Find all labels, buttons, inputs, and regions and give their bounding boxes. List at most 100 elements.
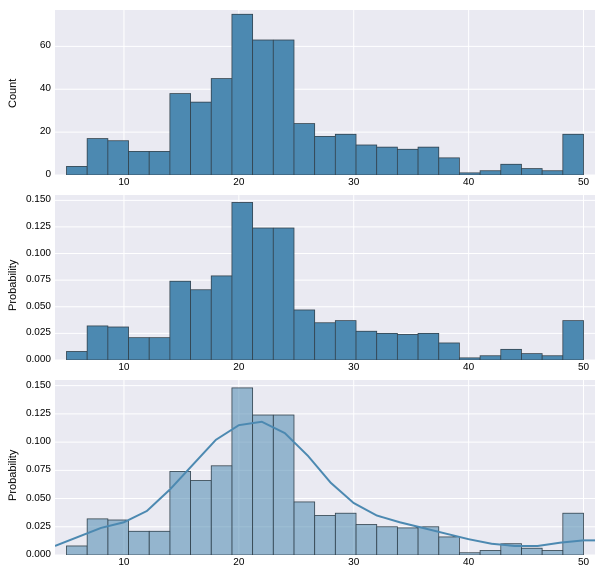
- bar: [232, 388, 253, 555]
- bar: [335, 321, 356, 360]
- bar: [397, 149, 418, 175]
- bar: [542, 550, 563, 555]
- y-tick-label: 0.125: [11, 221, 51, 232]
- chart-panel-1: 0.0000.0250.0500.0750.1000.1250.15010203…: [55, 195, 595, 360]
- bar: [294, 502, 315, 555]
- bar: [315, 323, 336, 360]
- axes-0: [55, 10, 595, 175]
- bar: [356, 525, 377, 555]
- bar: [129, 151, 150, 175]
- y-tick-label: 0.150: [11, 380, 51, 391]
- y-axis-label: Count: [7, 78, 19, 107]
- bar: [253, 40, 274, 175]
- bar: [542, 171, 563, 175]
- bar: [315, 515, 336, 555]
- bar: [108, 141, 129, 175]
- x-tick-label: 10: [114, 557, 134, 568]
- bar: [211, 79, 232, 175]
- x-tick-label: 10: [114, 177, 134, 188]
- bar: [439, 537, 460, 555]
- bar: [129, 338, 150, 360]
- y-tick-label: 60: [11, 40, 51, 51]
- bar: [149, 531, 170, 555]
- bar: [335, 134, 356, 175]
- bar: [87, 519, 108, 555]
- bar: [439, 343, 460, 360]
- bar: [253, 415, 274, 555]
- bar: [294, 124, 315, 175]
- bar: [211, 466, 232, 555]
- bar: [397, 334, 418, 360]
- bar: [232, 202, 253, 360]
- y-tick-label: 0.100: [11, 248, 51, 259]
- axes-1: [55, 195, 595, 360]
- bar: [66, 546, 87, 555]
- bar: [521, 169, 542, 175]
- bar: [542, 356, 563, 360]
- y-tick-label: 0: [11, 169, 51, 180]
- bar: [273, 415, 294, 555]
- bar: [170, 471, 191, 555]
- bar: [149, 151, 170, 175]
- x-tick-label: 50: [574, 362, 594, 373]
- x-tick-label: 50: [574, 177, 594, 188]
- bar: [459, 553, 480, 555]
- bar: [356, 145, 377, 175]
- bar: [521, 354, 542, 360]
- x-tick-label: 40: [459, 177, 479, 188]
- y-tick-label: 0.000: [11, 354, 51, 365]
- bar: [480, 171, 501, 175]
- y-axis-label: Probability: [7, 449, 19, 500]
- bar: [356, 331, 377, 360]
- bar: [377, 147, 398, 175]
- x-tick-label: 20: [229, 177, 249, 188]
- x-tick-label: 40: [459, 362, 479, 373]
- x-tick-label: 20: [229, 557, 249, 568]
- bar: [377, 527, 398, 555]
- bar: [501, 349, 522, 360]
- bar: [501, 164, 522, 175]
- bar: [377, 333, 398, 360]
- bar: [149, 338, 170, 360]
- bar: [211, 276, 232, 360]
- bar: [232, 14, 253, 175]
- y-tick-label: 0.025: [11, 327, 51, 338]
- bar: [563, 134, 584, 175]
- x-tick-label: 30: [344, 362, 364, 373]
- bar: [66, 166, 87, 175]
- bar: [418, 147, 439, 175]
- y-tick-label: 0.025: [11, 521, 51, 532]
- x-tick-label: 30: [344, 177, 364, 188]
- bar: [294, 310, 315, 360]
- x-tick-label: 20: [229, 362, 249, 373]
- bar: [315, 136, 336, 175]
- bar: [273, 228, 294, 360]
- bar: [170, 94, 191, 175]
- bar: [191, 480, 212, 555]
- axes-2: [55, 380, 595, 555]
- bar: [418, 333, 439, 360]
- bar: [170, 281, 191, 360]
- y-axis-label: Probability: [7, 259, 19, 310]
- bar: [480, 356, 501, 360]
- x-tick-label: 30: [344, 557, 364, 568]
- x-tick-label: 50: [574, 557, 594, 568]
- y-tick-label: 0.125: [11, 408, 51, 419]
- bar: [191, 290, 212, 360]
- bar: [459, 173, 480, 175]
- bar: [480, 550, 501, 555]
- bar: [273, 40, 294, 175]
- bar: [563, 513, 584, 555]
- x-tick-label: 10: [114, 362, 134, 373]
- chart-panel-0: 02040601020304050Count: [55, 10, 595, 175]
- x-tick-label: 40: [459, 557, 479, 568]
- bar: [108, 327, 129, 360]
- y-tick-label: 0.000: [11, 549, 51, 560]
- bar: [439, 158, 460, 175]
- bar: [87, 139, 108, 175]
- y-tick-label: 20: [11, 126, 51, 137]
- y-tick-label: 0.150: [11, 194, 51, 205]
- bar: [129, 531, 150, 555]
- bar: [397, 528, 418, 555]
- bar: [521, 548, 542, 555]
